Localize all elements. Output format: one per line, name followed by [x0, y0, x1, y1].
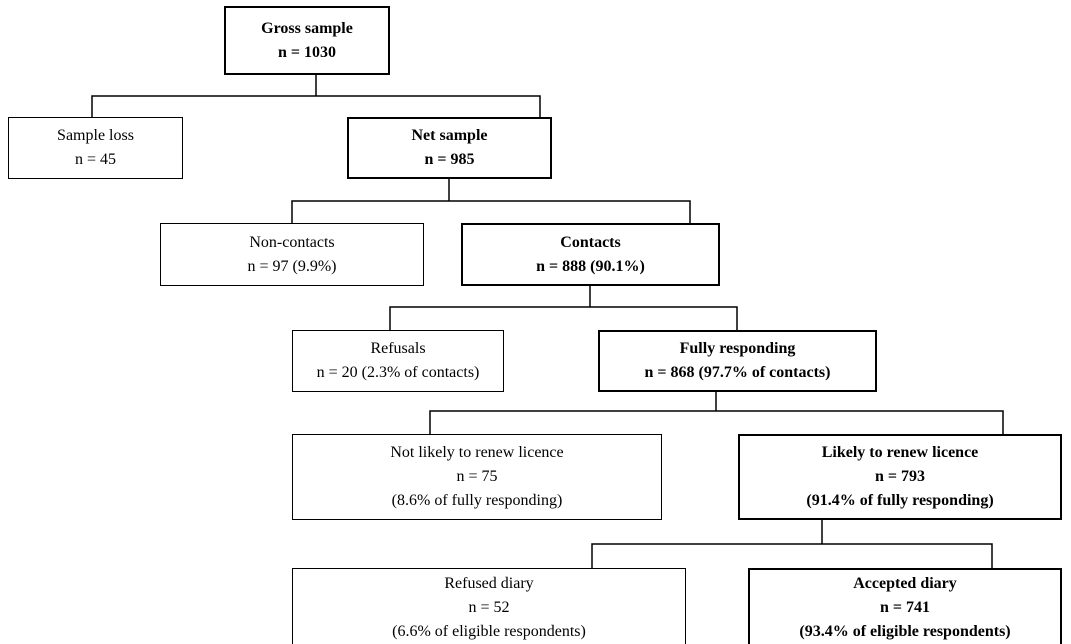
node-text: Gross sample — [261, 19, 353, 37]
node-box: Gross sample n = 1030 — [224, 6, 390, 75]
node-text: n = 985 — [424, 151, 475, 168]
node-text: Accepted diary — [853, 575, 957, 592]
node-text: n = 741 — [879, 599, 930, 616]
node-text: Refused diary — [444, 575, 534, 592]
node-box: Accepted diary n = 741 (93.4% of eligible … — [748, 568, 1062, 644]
node-text: Sample loss — [57, 127, 134, 144]
node-text: Contacts — [560, 233, 621, 251]
node-box: Sample loss n = 45 — [8, 117, 183, 179]
node-text: Likely to renew licence — [821, 444, 979, 461]
node-box: Refused diary n = 52 (6.6% of eligible res… — [292, 568, 686, 644]
node-text: (6.6% of eligible respondents) — [392, 623, 586, 640]
node-text: Refusals — [370, 340, 426, 357]
node-text: (91.4% of fully responding) — [806, 492, 994, 509]
connector — [389, 306, 738, 330]
node-text: n = 888 (90.1%) — [536, 257, 645, 275]
node-text: n = 1030 — [277, 43, 336, 61]
node-text: n = 868 (97.7% of contacts) — [644, 364, 831, 381]
node-text: Net sample — [411, 127, 488, 144]
connector — [291, 200, 691, 223]
node-box: Refusals n = 20 (2.3% of contacts) — [292, 330, 504, 392]
node-text: n = 793 — [874, 468, 925, 485]
node-text: Not likely to renew licence — [390, 444, 564, 461]
node-text: n = 97 (9.9%) — [247, 257, 337, 275]
node-box: Not likely to renew licence n = 75 (8.6% o… — [292, 434, 662, 520]
node-text: n = 45 — [74, 151, 117, 168]
node-text: (8.6% of fully responding) — [391, 492, 563, 509]
connector — [429, 410, 1004, 434]
connector — [591, 543, 993, 568]
node-text: Fully responding — [679, 340, 796, 357]
node-box: Net sample n = 985 — [347, 117, 552, 179]
node-text: n = 75 — [456, 468, 498, 485]
node-text: n = 20 (2.3% of contacts) — [316, 364, 480, 381]
node-box: Contacts n = 888 (90.1%) — [461, 223, 720, 286]
node-text: n = 52 — [468, 599, 510, 616]
node-text: Non-contacts — [249, 233, 335, 251]
node-text: (93.4% of eligible respondents) — [799, 623, 1011, 640]
node-box: Likely to renew licence n = 793 (91.4% of … — [738, 434, 1062, 520]
connector — [91, 95, 541, 117]
node-box: Fully responding n = 868 (97.7% of contac… — [598, 330, 877, 392]
node-box: Non-contacts n = 97 (9.9%) — [160, 223, 424, 286]
